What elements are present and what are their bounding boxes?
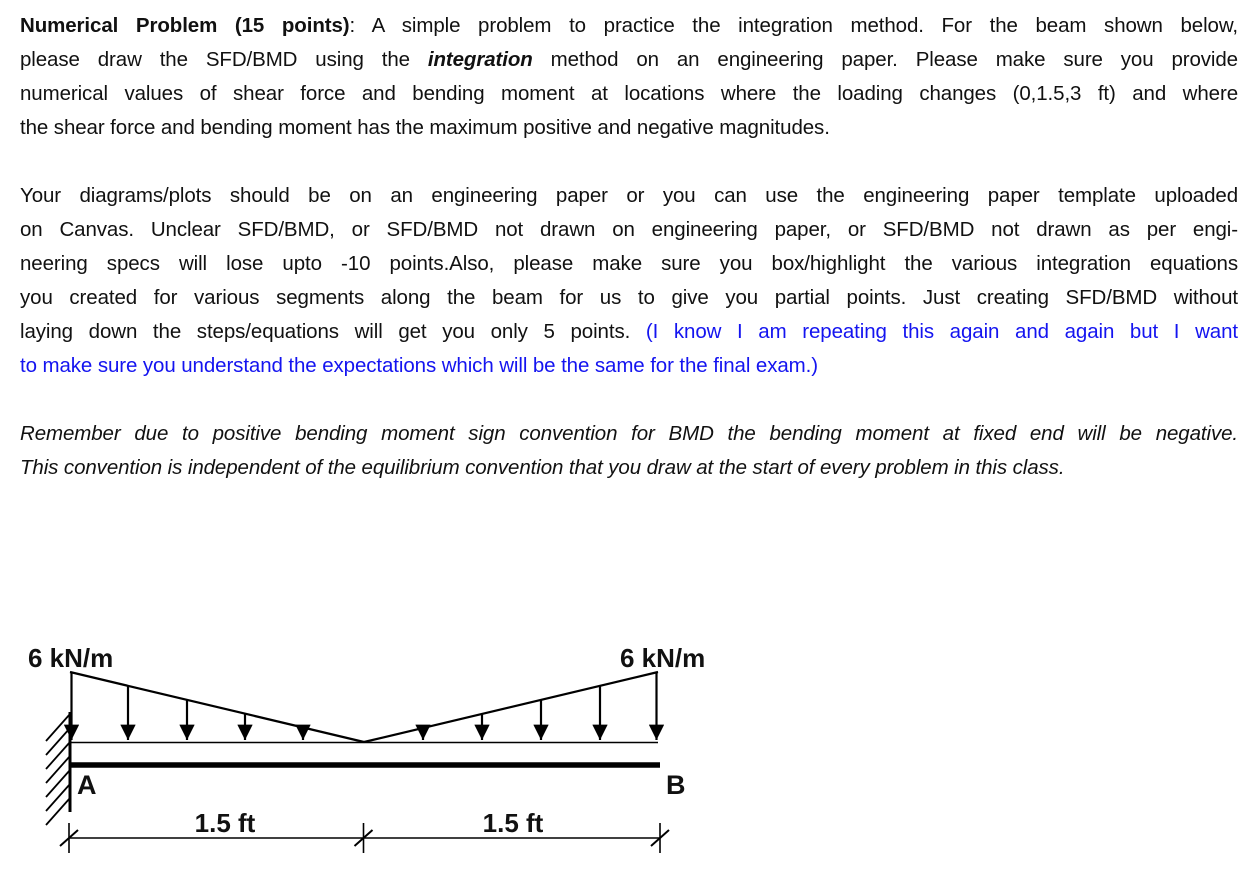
- beam-diagram: 6 kN/m 6 kN/m A B 1.5 ft 1.5 ft: [28, 643, 705, 853]
- text-segment: please draw the SFD/BMD using the: [20, 48, 428, 71]
- left-span-label: 1.5 ft: [195, 808, 256, 838]
- text-line: numerical values of shear force and bend…: [20, 77, 1238, 111]
- text-segment: integration: [427, 48, 533, 71]
- paragraph: Numerical Problem (15 points): A simple …: [20, 9, 1238, 145]
- paragraph: Your diagrams/plots should be on an engi…: [20, 179, 1238, 383]
- text-segment: to make sure you understand the expectat…: [20, 354, 818, 377]
- text-segment: : A simple problem to practice the integ…: [349, 14, 1239, 37]
- beam-figure: 6 kN/m 6 kN/m A B 1.5 ft 1.5 ft: [0, 620, 1260, 890]
- left-load-label: 6 kN/m: [28, 643, 113, 673]
- text-segment: laying down the steps/equations will get…: [20, 320, 646, 343]
- problem-statement: Numerical Problem (15 points): A simple …: [20, 9, 1238, 485]
- text-line: neering specs will lose upto -10 points.…: [20, 247, 1238, 281]
- text-line: laying down the steps/equations will get…: [20, 315, 1238, 349]
- text-line: the shear force and bending moment has t…: [20, 111, 1238, 145]
- text-line: on Canvas. Unclear SFD/BMD, or SFD/BMD n…: [20, 213, 1238, 247]
- fixed-support-icon: [45, 712, 72, 826]
- text-line: Your diagrams/plots should be on an engi…: [20, 179, 1238, 213]
- text-segment: Your diagrams/plots should be on an engi…: [20, 184, 1238, 207]
- text-line: to make sure you understand the expectat…: [20, 349, 1238, 383]
- right-span-label: 1.5 ft: [483, 808, 544, 838]
- text-segment: you created for various segments along t…: [20, 286, 1238, 309]
- text-segment: Remember due to positive bending moment …: [20, 422, 1238, 445]
- paragraph: Remember due to positive bending moment …: [20, 417, 1238, 485]
- right-load-label: 6 kN/m: [620, 643, 705, 673]
- dimension-line: [59, 823, 670, 853]
- point-a-label: A: [77, 770, 97, 800]
- text-segment: the shear force and bending moment has t…: [20, 116, 830, 139]
- text-line: please draw the SFD/BMD using the integr…: [20, 43, 1238, 77]
- point-b-label: B: [666, 770, 686, 800]
- text-line: Numerical Problem (15 points): A simple …: [20, 9, 1238, 43]
- text-line: you created for various segments along t…: [20, 281, 1238, 315]
- text-segment: method on an engineering paper. Please m…: [532, 48, 1238, 71]
- text-segment: This convention is independent of the eq…: [20, 456, 1065, 479]
- text-segment: Numerical Problem (15 points): [20, 14, 350, 37]
- text-segment: neering specs will lose upto -10 points.…: [20, 252, 1238, 275]
- text-segment: numerical values of shear force and bend…: [20, 82, 1238, 105]
- text-segment: (I know I am repeating this again and ag…: [645, 320, 1238, 343]
- distributed-load-outline: [69, 670, 659, 744]
- text-segment: on Canvas. Unclear SFD/BMD, or SFD/BMD n…: [20, 218, 1238, 241]
- text-line: Remember due to positive bending moment …: [20, 417, 1238, 451]
- load-arrows-icon: [63, 672, 665, 740]
- text-line: This convention is independent of the eq…: [20, 451, 1238, 485]
